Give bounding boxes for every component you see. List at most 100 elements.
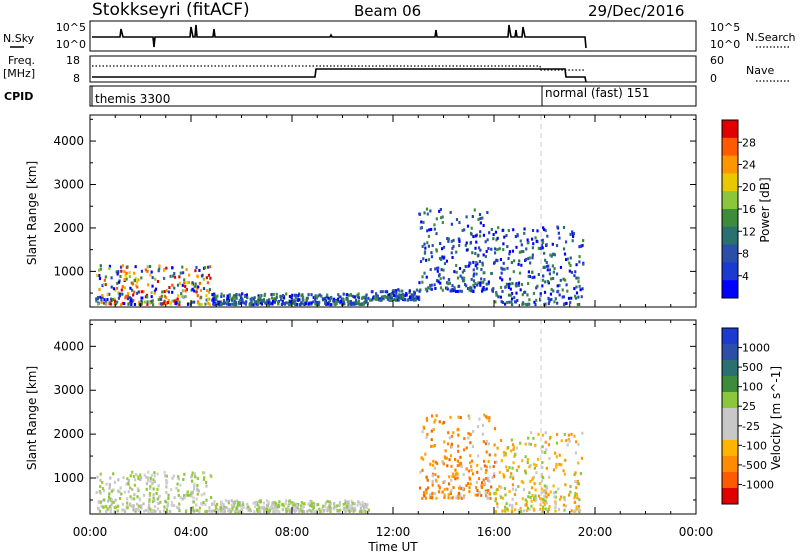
echo-cell: [435, 461, 439, 465]
echo-cell: [104, 504, 108, 508]
echo-cell: [511, 477, 515, 481]
echo-cell: [254, 501, 258, 505]
echo-cell: [488, 479, 491, 483]
echo-cell: [253, 300, 256, 304]
echo-cell: [227, 499, 230, 503]
echo-cell: [441, 255, 444, 259]
echo-cell: [527, 495, 530, 499]
echo-cell: [544, 499, 547, 503]
echo-cell: [405, 292, 408, 296]
echo-cell: [541, 238, 544, 242]
echo-cell: [476, 489, 479, 493]
echo-cell: [565, 283, 568, 287]
echo-cell: [300, 301, 303, 305]
echo-cell: [197, 285, 200, 289]
echo-cell: [150, 295, 153, 299]
echo-cell: [569, 264, 572, 268]
echo-cell: [253, 510, 256, 514]
echo-cell: [419, 470, 422, 474]
echo-cell: [149, 507, 152, 511]
echo-cell: [548, 268, 552, 272]
echo-cell: [151, 500, 154, 504]
echo-cell: [108, 301, 111, 305]
echo-cell: [275, 292, 278, 296]
echo-cell: [97, 507, 101, 511]
power-x-ticks: [89, 115, 697, 307]
echo-cell: [272, 501, 275, 505]
echo-cell: [544, 440, 547, 444]
echo-cell: [489, 496, 492, 500]
echo-cell: [579, 288, 582, 292]
echo-cell: [569, 301, 572, 305]
echo-cell: [510, 303, 514, 307]
echo-cell: [554, 490, 558, 494]
echo-cell: [98, 277, 102, 281]
echo-cell: [446, 442, 450, 446]
echo-cell: [562, 225, 566, 229]
echo-cell: [474, 234, 477, 238]
echo-cell: [483, 271, 486, 275]
echo-cell: [427, 234, 431, 238]
echo-cell: [452, 472, 455, 476]
echo-cell: [110, 276, 113, 280]
echo-cell: [152, 496, 155, 500]
echo-cell: [315, 296, 319, 300]
echo-cell: [353, 295, 356, 299]
echo-cell: [579, 472, 583, 476]
echo-cell: [492, 237, 495, 241]
echo-cell: [522, 302, 525, 306]
echo-cell: [320, 294, 323, 298]
echo-cell: [196, 294, 199, 298]
echo-cell: [109, 507, 112, 511]
echo-cell: [534, 499, 537, 503]
echo-cell: [269, 505, 273, 509]
echo-cell: [511, 487, 515, 491]
echo-cell: [178, 300, 181, 304]
echo-cell: [512, 475, 515, 479]
echo-cell: [149, 487, 152, 491]
colorbar-tick-label: 25: [742, 400, 756, 413]
echo-cell: [477, 281, 480, 285]
cpid-panel-frame: [89, 85, 697, 107]
echo-cell: [112, 472, 115, 476]
echo-cell: [196, 487, 199, 491]
echo-cell: [485, 249, 488, 253]
echo-cell: [290, 501, 294, 505]
echo-cell: [375, 292, 378, 296]
echo-cell: [421, 430, 424, 434]
echo-cell: [145, 487, 148, 491]
echo-cell: [171, 283, 174, 287]
echo-cell: [543, 490, 546, 494]
echo-cell: [263, 507, 266, 511]
echo-cell: [296, 505, 299, 509]
echo-cell: [316, 301, 319, 305]
echo-cell: [502, 242, 505, 246]
station-title: Stokkseyri (fitACF): [92, 0, 250, 20]
echo-cell: [114, 288, 117, 292]
echo-cell: [531, 246, 534, 250]
echo-cell: [493, 460, 497, 464]
echo-cell: [525, 500, 528, 504]
echo-cell: [563, 252, 567, 256]
echo-cell: [512, 445, 515, 449]
echo-cell: [231, 506, 234, 510]
echo-cell: [165, 289, 168, 293]
echo-cell: [143, 493, 146, 497]
echo-cell: [494, 492, 497, 496]
echo-cell: [268, 508, 272, 512]
echo-cell: [243, 301, 246, 305]
echo-cell: [144, 295, 147, 299]
echo-cell: [144, 268, 147, 272]
echo-cell: [552, 276, 555, 280]
echo-cell: [307, 302, 310, 306]
echo-cell: [543, 494, 546, 498]
echo-cell: [193, 482, 196, 486]
x-tick-label: 04:00: [174, 525, 209, 539]
echo-cell: [483, 464, 487, 468]
echo-cell: [222, 294, 226, 298]
echo-cell: [480, 467, 483, 471]
echo-cell: [487, 460, 490, 464]
echo-cell: [574, 509, 577, 513]
